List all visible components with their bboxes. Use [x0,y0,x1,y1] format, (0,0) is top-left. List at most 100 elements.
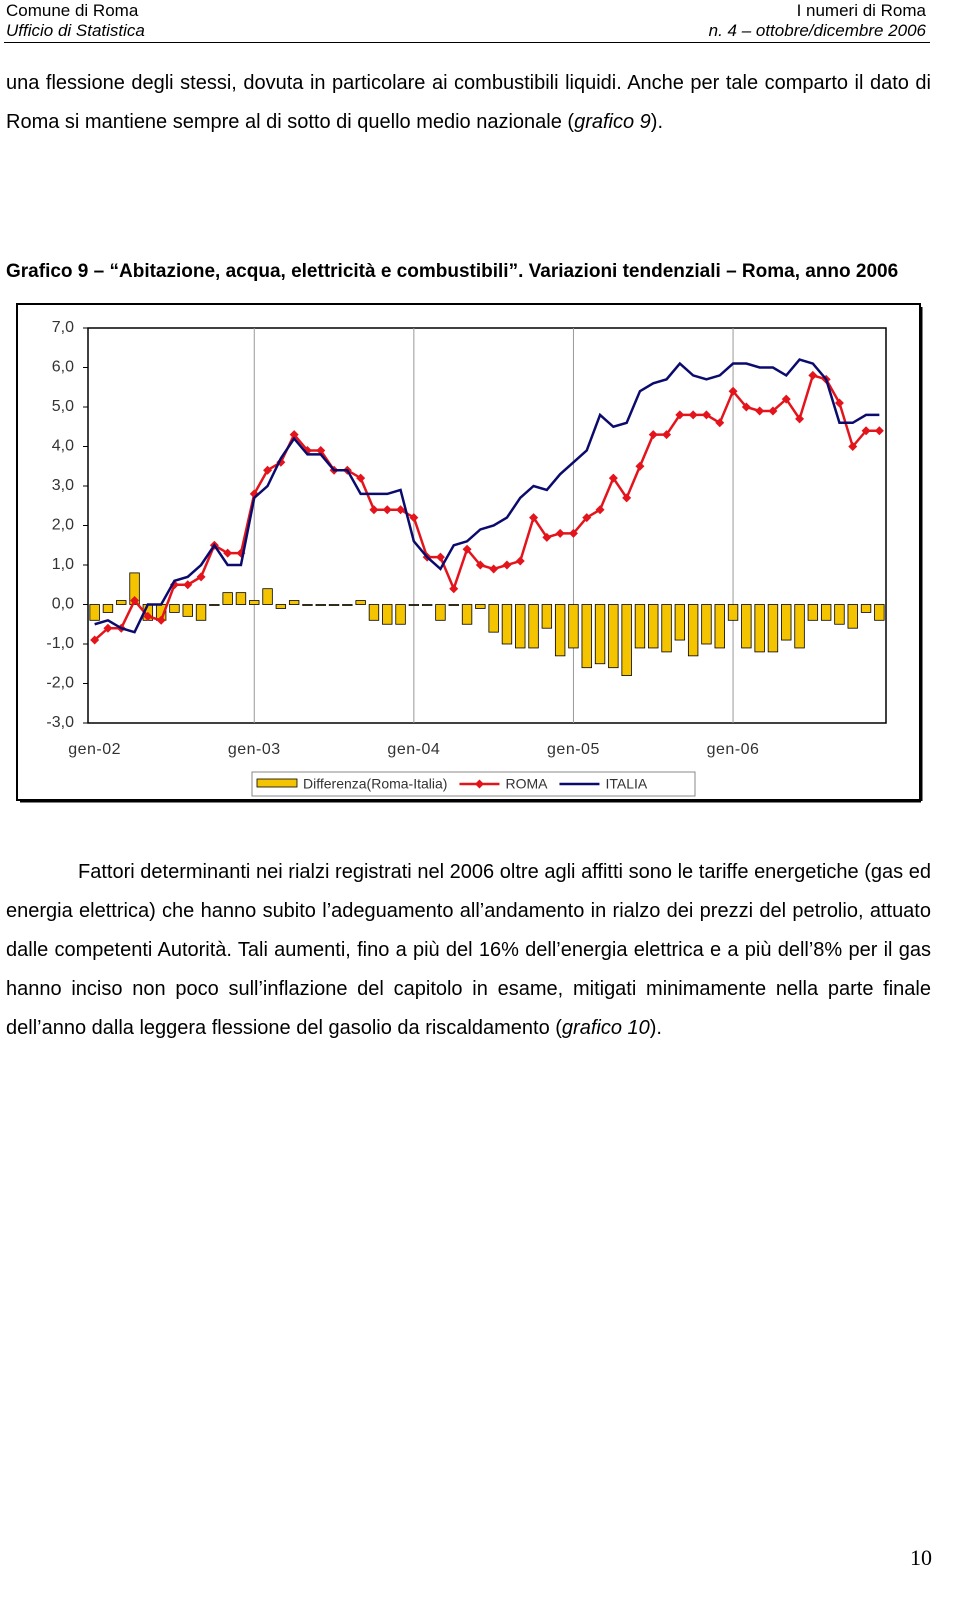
point [223,548,233,558]
bar [355,600,366,605]
bar [249,600,260,605]
text-run: ). [649,1017,662,1039]
bar [302,604,313,606]
point [648,430,658,440]
bar [342,604,353,606]
point [103,623,113,633]
bar [382,604,393,625]
legend: Differenza(Roma-Italia) ROMA ITALIA [251,771,696,797]
bar [714,604,725,649]
bar [102,604,114,613]
y-tick-label: 0,0 [52,596,74,613]
y-tick-label: 4,0 [52,438,74,455]
bar [195,604,207,621]
point [196,572,206,582]
point [675,410,685,420]
bar [834,604,845,625]
bar [262,588,273,605]
point [635,461,645,471]
point [382,505,392,515]
bar [767,604,779,653]
point [568,528,578,538]
y-tick-label: -1,0 [46,635,74,652]
point [143,611,153,621]
legend-marker [474,779,484,789]
point [688,410,698,420]
bar [528,604,539,649]
point [515,556,525,566]
point [874,426,884,436]
header-left-bottom: Ufficio di Statistica [6,21,145,40]
bar [674,604,686,641]
bar [169,604,180,613]
text-run: grafico 10 [561,1017,650,1039]
bar [581,604,592,669]
bar [315,604,326,606]
point [289,430,299,440]
point [555,528,565,538]
point [728,386,738,396]
point [409,513,419,523]
point [662,430,672,440]
point [183,580,193,590]
point [529,513,539,523]
bar [701,604,712,645]
x-tick-label: gen-06 [707,741,760,758]
page-number: 10 [910,1545,932,1570]
bar [661,604,672,653]
header-right-top: I numeri di Roma [796,1,926,20]
header-right-bottom: n. 4 – ottobre/dicembre 2006 [708,21,926,40]
bar [781,604,792,641]
point [755,406,765,416]
point [781,394,791,404]
y-tick-label: -3,0 [46,714,74,731]
x-tick-label: gen-04 [387,741,440,758]
point [768,406,778,416]
bar [860,604,872,613]
bar [874,604,885,621]
bar [116,600,127,605]
point [622,493,632,503]
point [608,473,618,483]
bar [621,604,632,676]
bar [741,604,752,649]
y-tick-label: 1,0 [52,556,74,573]
y-tick-label: 5,0 [52,398,74,415]
point [861,426,871,436]
bar [288,600,300,605]
bar [608,604,619,669]
point [356,473,366,483]
bar [395,604,406,625]
point [475,560,485,570]
point [462,544,472,554]
point [795,414,805,424]
point [848,442,858,451]
bar [568,604,579,649]
point [302,445,312,455]
point [595,505,605,515]
point [582,513,592,523]
bar [847,604,858,629]
text-run: ). [650,111,664,133]
y-tick-label: -2,0 [46,675,74,692]
point [449,584,459,594]
bar [368,604,380,621]
bar [435,604,446,621]
bar [408,604,420,606]
x-tick-label: gen-05 [547,741,600,758]
y-tick-label: 3,0 [52,477,74,494]
point [715,418,725,428]
bar [648,604,659,649]
point [502,560,512,570]
bar [461,604,473,625]
y-tick-label: 2,0 [52,517,74,534]
paragraph: una flessione degli stessi, dovuta in pa… [6,64,931,142]
legend-label: ITALIA [605,776,647,792]
bar [634,604,646,649]
bar [421,604,433,606]
bar [594,604,606,665]
bar [222,592,233,605]
caption-text: Grafico 9 – “Abitazione, acqua, elettric… [6,261,899,282]
bar [554,604,566,657]
text-run: grafico 9 [574,111,651,133]
